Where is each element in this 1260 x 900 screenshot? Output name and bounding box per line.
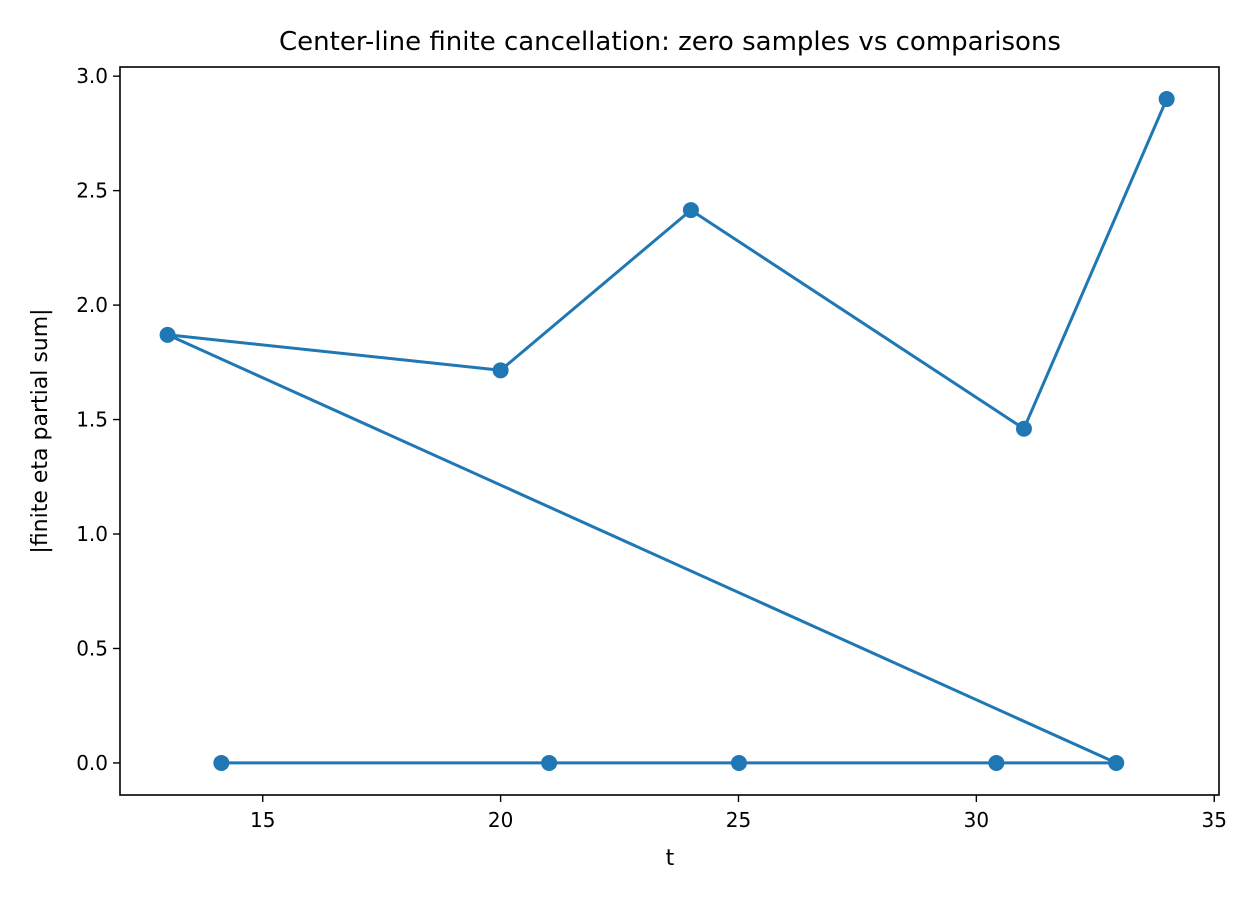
y-tick-label: 0.0 <box>76 751 108 775</box>
data-point-marker <box>541 754 558 771</box>
y-axis-label: |finite eta partial sum| <box>28 308 53 553</box>
x-tick-label: 15 <box>250 808 275 832</box>
data-point-marker <box>1108 754 1125 771</box>
series-line <box>166 98 1169 765</box>
y-tick-label: 0.5 <box>76 636 108 660</box>
y-tick-label: 1.0 <box>76 522 108 546</box>
y-tick-label: 3.0 <box>76 64 108 88</box>
y-tick-label: 2.0 <box>76 293 108 317</box>
x-axis-ticks: 15 20 25 30 35 <box>250 795 1227 832</box>
data-point-marker <box>213 754 230 771</box>
plot-area-frame <box>119 66 1220 796</box>
data-point-marker <box>682 202 699 219</box>
x-tick-label: 30 <box>964 808 989 832</box>
x-tick-label: 25 <box>726 808 751 832</box>
x-tick-label: 20 <box>488 808 513 832</box>
x-axis-label: t <box>666 846 675 871</box>
data-point-marker <box>492 362 509 379</box>
data-point-marker <box>730 754 747 771</box>
x-tick-label: 35 <box>1202 808 1227 832</box>
y-tick-label: 2.5 <box>76 179 108 203</box>
data-point-marker <box>988 754 1005 771</box>
y-axis-ticks: 0.0 0.5 1.0 1.5 2.0 2.5 3.0 <box>76 64 120 775</box>
data-point-marker <box>1158 91 1175 108</box>
data-point-marker <box>159 326 176 343</box>
data-point-marker <box>1015 420 1032 437</box>
chart-title: Center-line finite cancellation: zero sa… <box>279 27 1061 57</box>
y-tick-label: 1.5 <box>76 408 108 432</box>
data-series <box>159 91 1175 771</box>
